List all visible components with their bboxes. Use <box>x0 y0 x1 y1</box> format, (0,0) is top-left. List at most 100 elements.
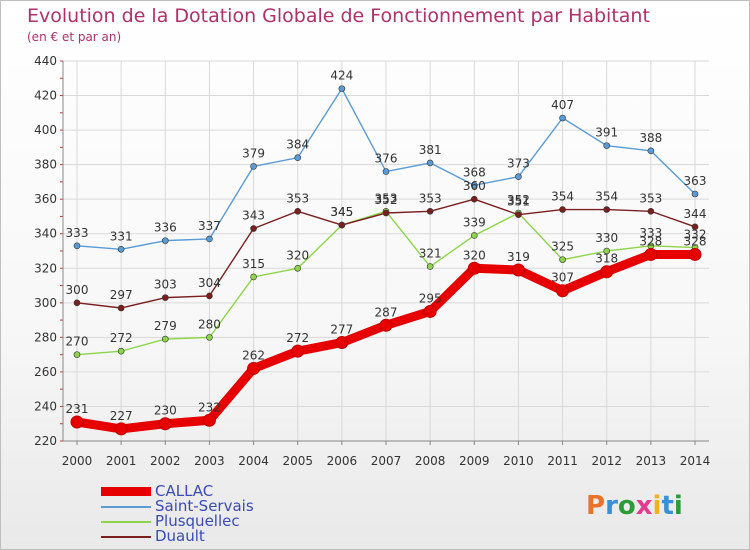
data-point <box>250 163 257 170</box>
data-label: 332 <box>684 228 707 242</box>
chart-title: Evolution de la Dotation Globale de Fonc… <box>27 5 650 27</box>
data-point <box>470 195 478 203</box>
data-label: 353 <box>375 191 398 205</box>
y-tick-label: 440 <box>34 54 57 68</box>
data-point <box>559 256 566 263</box>
data-label: 391 <box>595 126 618 140</box>
data-point <box>647 207 655 215</box>
legend: CALLAC Saint-Servais Plusquellec Duault <box>101 484 361 544</box>
legend-item: Duault <box>101 529 361 544</box>
logo-letter: r <box>605 491 618 521</box>
logo-letter: t <box>661 491 674 521</box>
data-label: 333 <box>66 226 89 240</box>
x-tick-label: 2002 <box>150 454 181 468</box>
data-label: 280 <box>198 317 221 331</box>
data-point <box>338 85 346 92</box>
data-point <box>470 182 478 189</box>
data-label: 345 <box>330 205 353 219</box>
x-tick-label: 2009 <box>459 454 490 468</box>
data-point <box>691 190 699 198</box>
data-point <box>247 361 261 375</box>
data-point <box>206 334 213 341</box>
x-tick-label: 2007 <box>371 454 402 468</box>
data-point <box>426 159 434 167</box>
y-tick-label: 400 <box>34 123 57 137</box>
data-label: 352 <box>375 193 398 207</box>
data-point <box>467 261 481 275</box>
data-point <box>511 263 525 277</box>
data-label: 373 <box>507 157 530 171</box>
data-point <box>161 335 169 343</box>
data-label-layer: 333 331 336 337 379 384 424 376 381 368 373 407 391 3… <box>66 69 707 423</box>
y-tick-label: 300 <box>34 296 57 310</box>
data-label: 325 <box>551 240 574 254</box>
y-tick-label: 280 <box>34 330 57 344</box>
legend-item: CALLAC <box>101 484 361 499</box>
data-label: 230 <box>154 404 177 418</box>
data-label: 353 <box>286 191 309 205</box>
logo-letter: i <box>652 491 662 521</box>
data-label: 320 <box>463 248 486 262</box>
x-tick-label: 2014 <box>680 454 711 468</box>
data-point <box>291 344 305 358</box>
data-label: 352 <box>507 193 530 207</box>
data-label: 344 <box>684 207 707 221</box>
data-label: 363 <box>684 174 707 188</box>
data-point <box>70 415 84 429</box>
logo-letter: i <box>673 491 683 521</box>
data-point <box>691 223 699 231</box>
data-point <box>603 206 611 213</box>
data-point <box>161 294 169 301</box>
data-label: 388 <box>639 131 662 145</box>
data-label: 318 <box>595 252 618 266</box>
logo-letter: x <box>635 491 653 521</box>
x-tick-label: 2008 <box>415 454 446 468</box>
x-tick-label: 2001 <box>106 454 137 468</box>
data-label: 333 <box>639 226 662 240</box>
data-point <box>600 265 614 279</box>
data-point <box>647 147 655 155</box>
data-label: 272 <box>286 331 309 345</box>
data-label: 330 <box>595 231 618 245</box>
y-tick-label: 340 <box>34 227 57 241</box>
data-point <box>603 142 611 149</box>
data-label: 384 <box>286 138 309 152</box>
legend-item: Saint-Servais <box>101 499 361 514</box>
data-label: 272 <box>110 331 133 345</box>
axis-layer: 220 240 260 280 300 320 340 360 380 400 420 440 2000… <box>34 54 710 468</box>
y-tick-label: 260 <box>34 365 57 379</box>
data-point <box>158 417 172 431</box>
data-point <box>73 351 81 358</box>
legend-label: Saint-Servais <box>155 497 254 515</box>
data-point <box>559 206 566 213</box>
data-label: 407 <box>551 98 574 112</box>
x-tick-label: 2006 <box>327 454 358 468</box>
data-label: 320 <box>286 248 309 262</box>
data-label: 262 <box>242 348 265 362</box>
x-tick-label: 2003 <box>194 454 225 468</box>
legend-swatch <box>101 535 151 538</box>
data-point <box>206 292 213 300</box>
data-point <box>644 247 658 261</box>
data-point <box>426 207 434 215</box>
data-label: 319 <box>507 250 530 264</box>
data-label: 277 <box>330 323 353 337</box>
data-label: 354 <box>595 190 618 204</box>
data-label: 336 <box>154 221 177 235</box>
legend-swatch <box>101 520 151 523</box>
data-point <box>202 413 216 427</box>
data-point <box>250 273 257 281</box>
data-label: 360 <box>463 179 486 193</box>
data-label: 297 <box>110 288 133 302</box>
data-label: 424 <box>330 69 353 83</box>
legend-label: CALLAC <box>155 482 214 500</box>
x-tick-label: 2011 <box>547 454 578 468</box>
data-point <box>294 154 302 162</box>
data-point <box>161 237 169 244</box>
data-point <box>688 247 702 261</box>
data-label: 300 <box>66 283 89 297</box>
x-tick-label: 2005 <box>282 454 313 468</box>
data-label: 376 <box>375 152 398 166</box>
data-point <box>382 209 390 217</box>
